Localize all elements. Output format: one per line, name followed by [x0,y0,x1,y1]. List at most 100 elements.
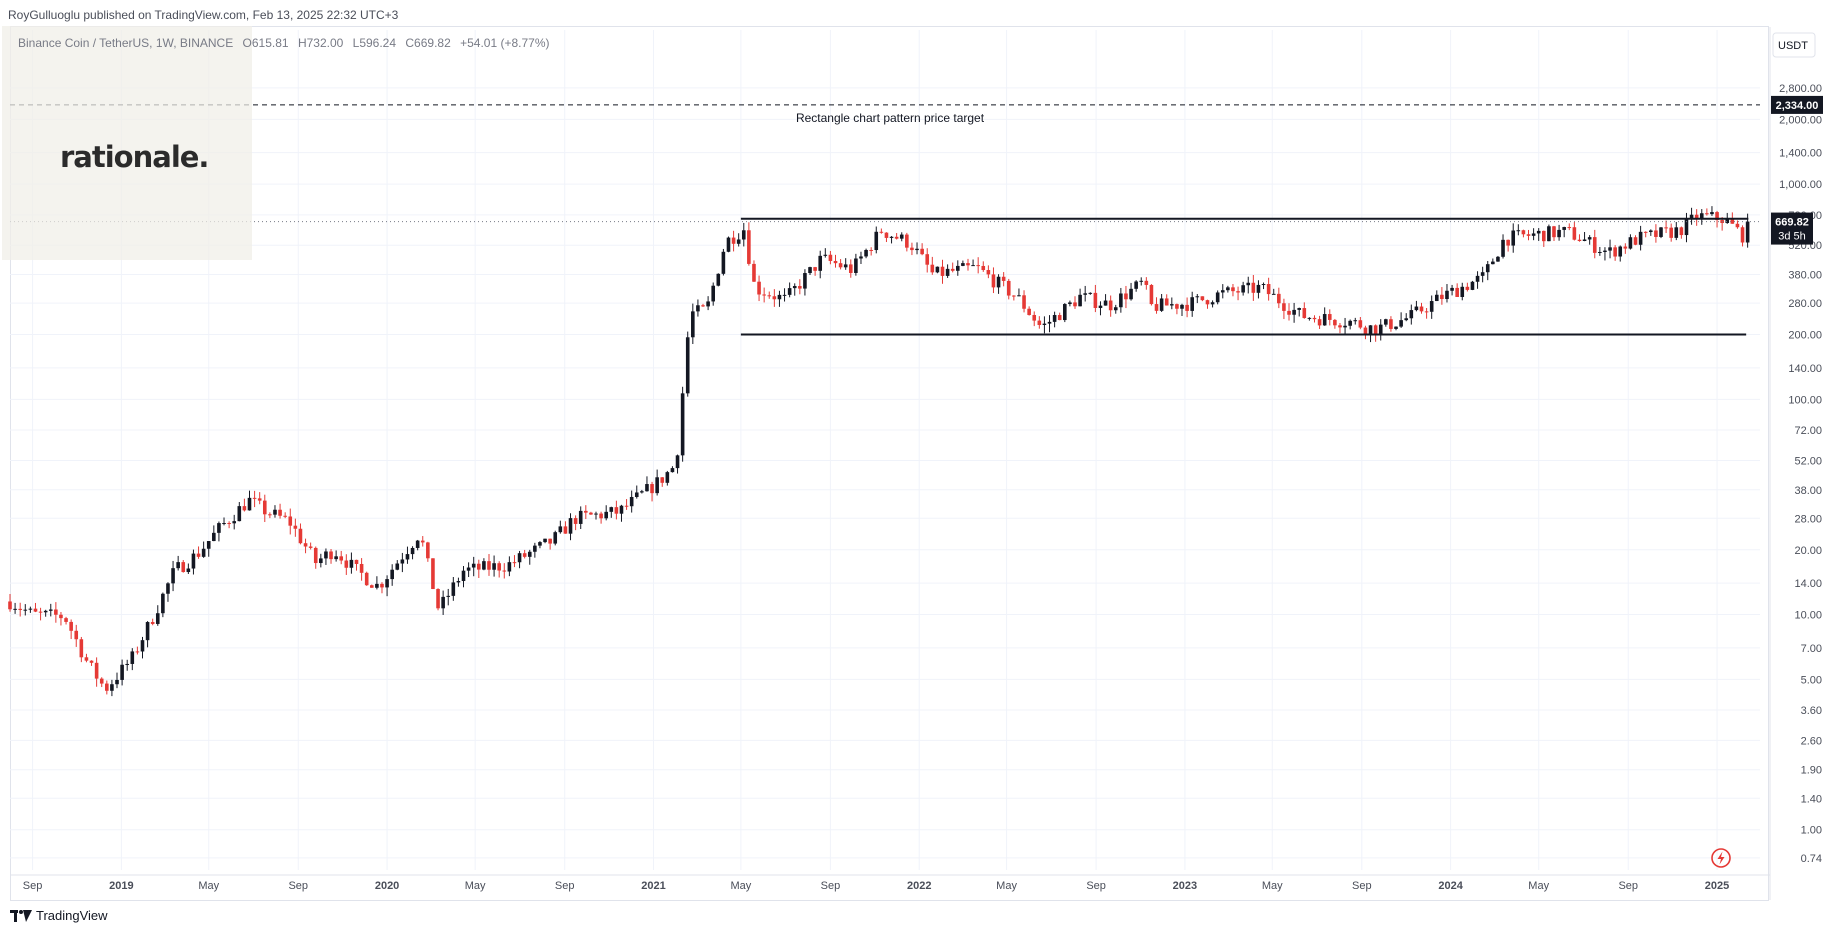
y-tick-label: 52.00 [1794,455,1822,467]
candle-body [813,267,817,271]
y-tick-label: 28.00 [1794,513,1822,525]
candle-body [568,518,573,534]
candle-body [711,285,716,302]
candle-body [497,563,501,571]
candle-body [619,505,624,514]
candle-body [1022,295,1026,309]
candle-body [257,498,262,501]
candle-body [273,509,277,515]
candle-body [533,545,537,552]
candle-body [1032,314,1037,321]
y-tick-label: 38.00 [1794,485,1822,497]
candle-body [43,610,48,613]
candle-body [1638,231,1643,245]
candle-body [1001,276,1006,281]
candle-body [1220,290,1225,293]
candle-body [1699,213,1704,220]
candle-body [1608,247,1612,251]
candle-body [966,263,970,266]
candle-body [1307,317,1312,319]
candle-body [629,496,634,507]
candle-body [848,264,853,273]
candle-body [808,267,812,274]
candle-body [140,640,145,652]
candle-body [1730,218,1735,224]
candle-body [609,507,614,512]
candle-body [1149,284,1154,305]
candle-body [1725,218,1730,223]
candle-body [624,505,629,507]
candle-body [89,660,94,663]
lightning-icon[interactable] [1710,847,1732,869]
candle-body [1455,287,1459,297]
chart-frame[interactable] [10,26,1769,901]
candle-body [685,337,690,394]
candle-body [176,562,180,569]
candle-body [329,551,333,560]
candle-body [1705,213,1709,215]
candle-body [1399,320,1403,327]
candle-body [1302,308,1307,319]
candle-body [1312,317,1317,320]
candle-body [334,556,338,560]
logo-watermark-panel: rationale. [2,26,252,260]
candle-body [324,551,328,559]
candle-body [1643,231,1648,233]
legend-open: O615.81 [242,36,289,50]
candle-body [1491,261,1495,265]
candle-body [1236,291,1240,293]
legend-symbol: Binance Coin / TetherUS, 1W, BINANCE [18,36,234,50]
footer-brand[interactable]: TradingView [10,908,108,923]
candle-body [1541,230,1546,242]
candle-body [961,263,965,266]
candle-body [1098,305,1103,308]
legend-change: +54.01 (+8.77%) [460,36,550,50]
candle-body [247,497,252,511]
candle-body [1434,294,1439,302]
pattern-target-annotation[interactable]: Rectangle chart pattern price target [796,111,985,125]
candle-body [1251,282,1256,293]
last-price-label: 669.82 [1775,217,1809,229]
candle-body [105,683,109,691]
candle-body [1659,227,1663,237]
candle-body [145,622,150,641]
rationale-logo: rationale. [60,140,209,174]
publisher-header: RoyGulluoglu published on TradingView.co… [8,8,399,22]
candle-body [1526,234,1531,236]
candle-body [1195,296,1200,298]
candle-body [18,608,22,610]
footer-brand-label: TradingView [36,908,108,923]
candle-body [405,554,410,560]
candle-body [1017,295,1021,297]
candle-body [1465,286,1470,290]
x-tick-label: May [1528,880,1549,892]
candle-body [1078,294,1082,307]
candle-body [1266,284,1271,295]
candle-body [303,543,308,547]
currency-label[interactable]: USDT [1778,40,1808,52]
candle-body [1083,293,1087,295]
candle-body [79,639,84,658]
y-tick-label: 1.90 [1801,765,1822,777]
candle-body [604,511,608,519]
candle-body [543,538,547,543]
y-tick-label: 72.00 [1794,425,1822,437]
candle-body [237,506,242,522]
candle-body [492,563,496,570]
candle-body [385,579,389,588]
candle-body [1384,319,1388,325]
candle-body [894,236,899,239]
candle-body [1154,304,1159,311]
candle-body [477,563,481,570]
candle-body [859,256,863,259]
y-tick-label: 280.00 [1788,298,1822,310]
candle-body [655,477,659,494]
candle-body [1353,320,1358,322]
candle-body [99,678,104,684]
candle-body [84,657,89,661]
y-tick-label: 2.60 [1801,735,1822,747]
candle-body [1485,264,1490,273]
candle-body [1271,293,1276,295]
y-tick-label: 14.00 [1794,578,1822,590]
